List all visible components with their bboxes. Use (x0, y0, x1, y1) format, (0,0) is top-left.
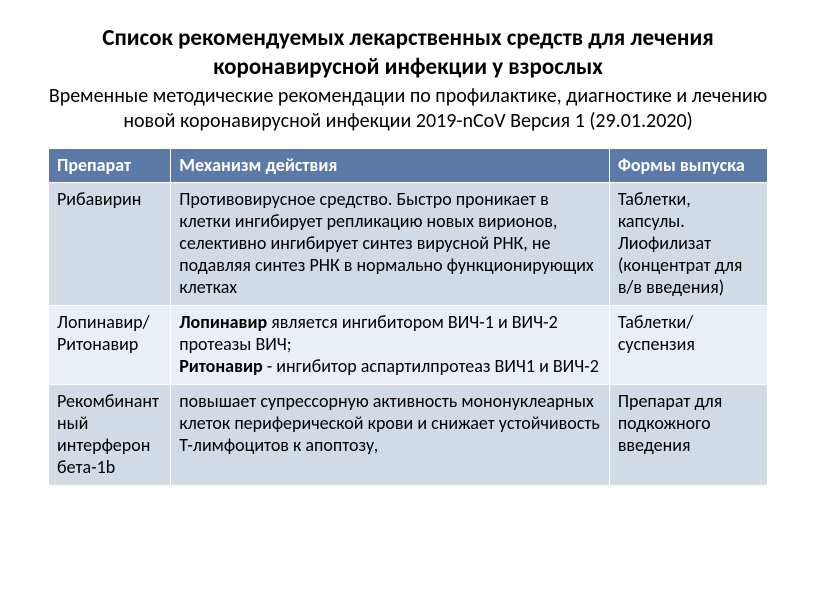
drug-cell: Рибавирин (49, 183, 171, 306)
slide-title: Список рекомендуемых лекарственных средс… (48, 24, 768, 82)
drug-cell: Рекомбинантный интерферон бета-1b (49, 385, 171, 486)
mechanism-cell: повышает супрессорную активность мононук… (171, 385, 610, 486)
mechanism-cell: Лопинавир является ингибитором ВИЧ-1 и В… (171, 306, 610, 385)
table-row: РибавиринПротивовирусное средство. Быстр… (49, 183, 768, 306)
table-header-cell: Препарат (49, 148, 171, 183)
slide-subtitle: Временные методические рекомендации по п… (48, 84, 768, 134)
table-row: Лопинавир/РитонавирЛопинавир является ин… (49, 306, 768, 385)
drug-cell: Лопинавир/Ритонавир (49, 306, 171, 385)
table-row: Рекомбинантный интерферон бета-1bповышае… (49, 385, 768, 486)
table-header-cell: Механизм действия (171, 148, 610, 183)
table-header-row: ПрепаратМеханизм действияФормы выпуска (49, 148, 768, 183)
drug-table: ПрепаратМеханизм действияФормы выпуска Р… (48, 148, 768, 486)
mechanism-cell: Противовирусное средство. Быстро проника… (171, 183, 610, 306)
slide: Список рекомендуемых лекарственных средс… (0, 0, 816, 613)
form-cell: Препарат для подкожного введения (609, 385, 767, 486)
form-cell: Таблетки, капсулы. Лиофилизат (концентра… (609, 183, 767, 306)
form-cell: Таблетки/суспензия (609, 306, 767, 385)
table-header-cell: Формы выпуска (609, 148, 767, 183)
